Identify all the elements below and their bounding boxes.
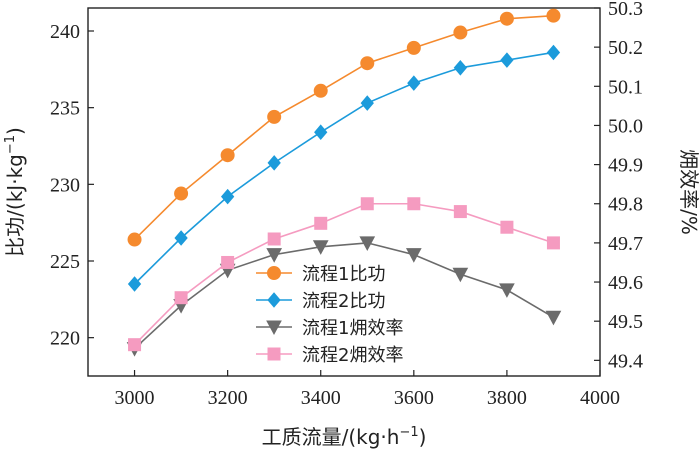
data-point	[266, 248, 283, 263]
series-2	[127, 44, 561, 292]
series-line	[133, 51, 554, 285]
data-point	[407, 75, 421, 91]
data-point	[267, 109, 282, 124]
y-right-tick-label: 49.5	[608, 311, 643, 333]
axes-layer: 3000 3200 3400 3600 3800 4000 220 225 230 235 240 4…	[50, 0, 643, 409]
data-point	[221, 255, 235, 269]
legend-label: 流程2比功	[302, 291, 385, 312]
data-point	[499, 11, 514, 26]
legend-item: 流程2㶲效率	[256, 345, 403, 366]
data-point	[546, 236, 560, 250]
plot-frame	[87, 7, 601, 377]
data-point	[267, 232, 281, 246]
legend-marker	[267, 347, 281, 361]
x-tick-label: 3000	[115, 387, 155, 409]
series-1	[127, 8, 561, 247]
data-point	[314, 216, 328, 230]
data-point	[314, 124, 328, 140]
axis-titles: 工质流量/(kg·h−1) 比功/(kJ·kg−1) 㶲效率/%	[3, 127, 700, 449]
data-point	[174, 291, 188, 305]
legend-marker	[266, 320, 282, 336]
y-right-tick-label: 49.9	[608, 155, 643, 177]
data-point	[220, 148, 235, 163]
y-right-tick-label: 49.7	[608, 233, 643, 255]
legend-item: 流程1㶲效率	[256, 318, 403, 339]
data-point	[312, 240, 329, 255]
data-point	[267, 155, 281, 171]
data-point	[360, 56, 375, 71]
y-right-tick-label: 49.6	[608, 272, 643, 294]
x-axis-title: 工质流量/(kg·h−1)	[262, 425, 427, 449]
y-left-tick-label: 220	[50, 328, 80, 350]
x-tick-label: 3200	[208, 387, 248, 409]
data-point	[405, 248, 422, 263]
data-point	[174, 186, 189, 201]
data-point	[546, 44, 561, 61]
data-point	[127, 232, 142, 247]
x-tick-label: 3600	[394, 387, 434, 409]
data-point	[360, 95, 374, 111]
y-right-axis-title: 㶲效率/%	[677, 149, 700, 235]
y-left-tick-label: 235	[50, 98, 80, 120]
legend-label: 流程1㶲效率	[302, 318, 403, 339]
legend-label: 流程1比功	[302, 264, 385, 285]
y-left-tick-label: 240	[50, 21, 80, 43]
y-right-tick-label: 50.2	[608, 37, 643, 59]
data-point	[127, 276, 142, 292]
x-tick-label: 4000	[580, 387, 620, 409]
data-point	[500, 52, 514, 68]
y-right-tick-label: 50.1	[608, 76, 643, 98]
data-point	[174, 230, 188, 246]
data-point	[360, 197, 374, 211]
data-point	[452, 267, 469, 283]
data-point	[406, 40, 421, 55]
data-point	[499, 283, 515, 298]
y-right-tick-label: 49.8	[608, 194, 643, 216]
data-point	[359, 236, 376, 251]
legend-item: 流程2比功	[256, 291, 385, 312]
data-point	[453, 60, 468, 76]
y-left-axis-title: 比功/(kJ·kg−1)	[3, 127, 27, 257]
legend-marker	[267, 292, 281, 308]
series-line	[133, 202, 554, 346]
y-right-tick-label: 49.4	[608, 350, 643, 372]
legend-item: 流程1比功	[256, 264, 385, 285]
x-tick-label: 3800	[487, 387, 527, 409]
series-line	[134, 242, 554, 350]
data-point	[407, 197, 421, 211]
y-right-tick-label: 50.0	[608, 115, 643, 137]
data-point	[453, 25, 468, 40]
legend-label: 流程2㶲效率	[302, 345, 403, 366]
data-point	[453, 205, 467, 219]
data-point	[128, 338, 142, 352]
data-point	[220, 188, 235, 205]
data-point	[546, 8, 561, 23]
data-point	[500, 220, 514, 234]
data-point	[313, 83, 328, 98]
y-left-tick-label: 230	[50, 174, 80, 196]
series-line	[133, 14, 554, 241]
y-left-tick-label: 225	[50, 251, 80, 273]
series-4	[128, 197, 560, 352]
legend-marker	[267, 266, 281, 280]
x-tick-label: 3400	[301, 387, 341, 409]
y-right-tick-label: 50.3	[608, 0, 643, 20]
series-layer	[126, 8, 562, 357]
data-point	[545, 310, 562, 326]
